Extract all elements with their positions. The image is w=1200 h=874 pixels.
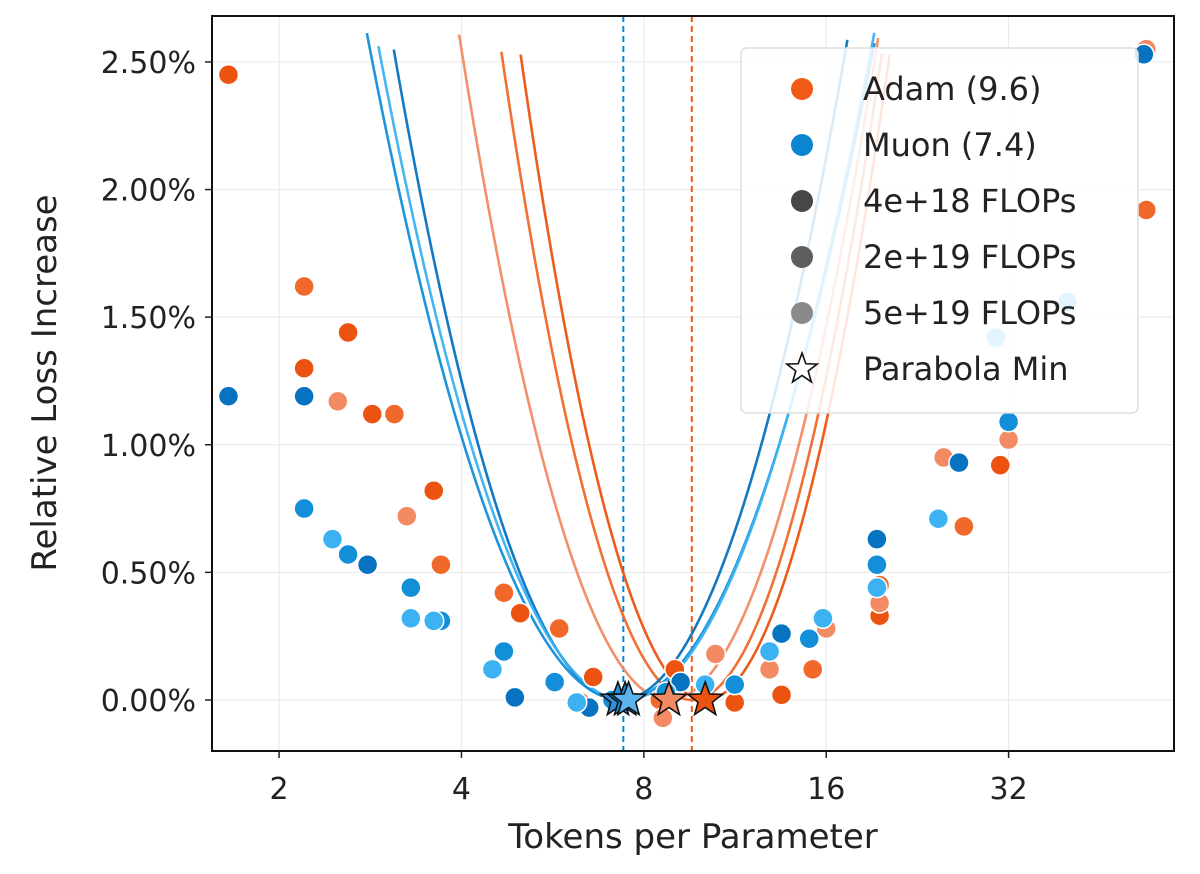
plot-frame — [211, 15, 1175, 752]
optimum-reference-lines — [622, 16, 693, 751]
data-point-muon — [566, 691, 588, 714]
data-point-adam — [293, 357, 315, 379]
data-point-muon — [866, 553, 888, 576]
legend-label-adam-9-6: Adam (9.6) — [863, 70, 1041, 108]
data-point-adam — [493, 582, 515, 604]
data-point-adam — [723, 691, 746, 714]
y-tick-label: 2.50% — [101, 46, 196, 81]
legend-label-5e-19-flops: 5e+19 FLOPs — [863, 294, 1076, 332]
legend-box — [740, 47, 1139, 414]
data-point-adam — [509, 602, 531, 624]
data-point-adam — [361, 403, 384, 425]
data-point-muon — [422, 610, 445, 632]
data-point-muon — [798, 627, 820, 650]
data-point-adam — [337, 321, 359, 344]
data-point-muon — [481, 658, 504, 681]
data-point-adam — [770, 684, 793, 706]
x-axis-ticks: 2 4 8 16 32 — [270, 751, 1028, 807]
parabola-minima-markers — [598, 679, 725, 717]
data-point-muon — [866, 576, 888, 599]
parabola-min-star-adam — [685, 679, 725, 717]
y-axis-label: Relative Loss Increase — [25, 194, 65, 571]
x-axis-label: Tokens per Parameter — [507, 817, 877, 857]
data-point-adam — [396, 505, 418, 527]
data-point-adam — [1135, 199, 1158, 221]
x-tick-label: 2 — [270, 772, 289, 807]
data-point-adam — [327, 390, 349, 413]
data-point-muon — [293, 385, 315, 408]
data-point-muon — [866, 528, 888, 550]
legend-marker-2e-19-flops — [791, 246, 813, 268]
data-point-adam — [548, 617, 570, 640]
data-point-muon — [504, 686, 526, 709]
data-point-muon — [293, 497, 315, 520]
y-axis-ticks: 0.00% 0.50% 1.00% 1.50% 2.00% 2.50% — [101, 46, 212, 719]
data-point-muon — [927, 508, 950, 530]
data-point-adam — [758, 658, 781, 681]
data-point-adam — [582, 666, 604, 688]
legend: Adam (9.6) Muon (7.4) 4e+18 FLOPs 2e+19 FLO… — [740, 47, 1139, 414]
data-point-adam — [430, 553, 452, 576]
data-point-adam — [801, 658, 824, 681]
data-point-muon — [400, 607, 422, 630]
data-point-adam — [293, 275, 315, 298]
parabola-min-star-muon — [609, 679, 648, 717]
y-tick-label: 0.50% — [101, 556, 196, 591]
data-point-adam — [953, 515, 975, 538]
data-point-muon — [723, 673, 746, 696]
data-point-adam — [704, 643, 727, 665]
y-tick-label: 0.00% — [101, 684, 196, 719]
x-tick-label: 4 — [452, 772, 471, 807]
data-point-adam — [217, 63, 240, 86]
data-point-muon — [812, 607, 834, 630]
legend-star-icon — [784, 350, 820, 384]
legend-marker-adam-9-6 — [791, 78, 813, 100]
x-tick-label: 8 — [634, 772, 653, 807]
data-point-muon — [543, 671, 566, 693]
data-point-muon — [356, 553, 379, 576]
data-point-muon — [493, 640, 515, 663]
x-tick-label: 16 — [807, 772, 845, 807]
legend-label-parabola-min: Parabola Min — [863, 350, 1069, 388]
data-point-muon — [948, 451, 970, 474]
data-point-muon — [337, 543, 359, 566]
legend-label-2e-19-flops: 2e+19 FLOPs — [863, 238, 1076, 276]
parabola-min-star-adam — [649, 679, 689, 717]
data-point-muon — [669, 671, 692, 693]
data-point-muon — [400, 576, 422, 599]
data-point-adam — [422, 479, 445, 502]
data-point-muon — [758, 640, 781, 663]
legend-marker-5e-19-flops — [791, 302, 813, 324]
y-tick-label: 1.50% — [101, 301, 196, 336]
y-tick-label: 1.00% — [101, 429, 196, 464]
legend-marker-muon-7-4 — [791, 134, 813, 156]
data-point-adam — [997, 428, 1020, 451]
y-tick-label: 2.00% — [101, 174, 196, 209]
data-point-muon — [217, 385, 240, 408]
data-point-muon — [321, 528, 344, 550]
x-tick-label: 32 — [990, 772, 1028, 807]
data-point-adam — [383, 403, 406, 425]
legend-label-4e-18-flops: 4e+18 FLOPs — [863, 182, 1076, 220]
data-point-muon — [997, 411, 1020, 433]
data-point-adam — [989, 454, 1011, 476]
legend-marker-4e-18-flops — [791, 190, 813, 212]
data-point-muon — [770, 622, 793, 645]
legend-label-muon-7-4: Muon (7.4) — [863, 126, 1037, 164]
